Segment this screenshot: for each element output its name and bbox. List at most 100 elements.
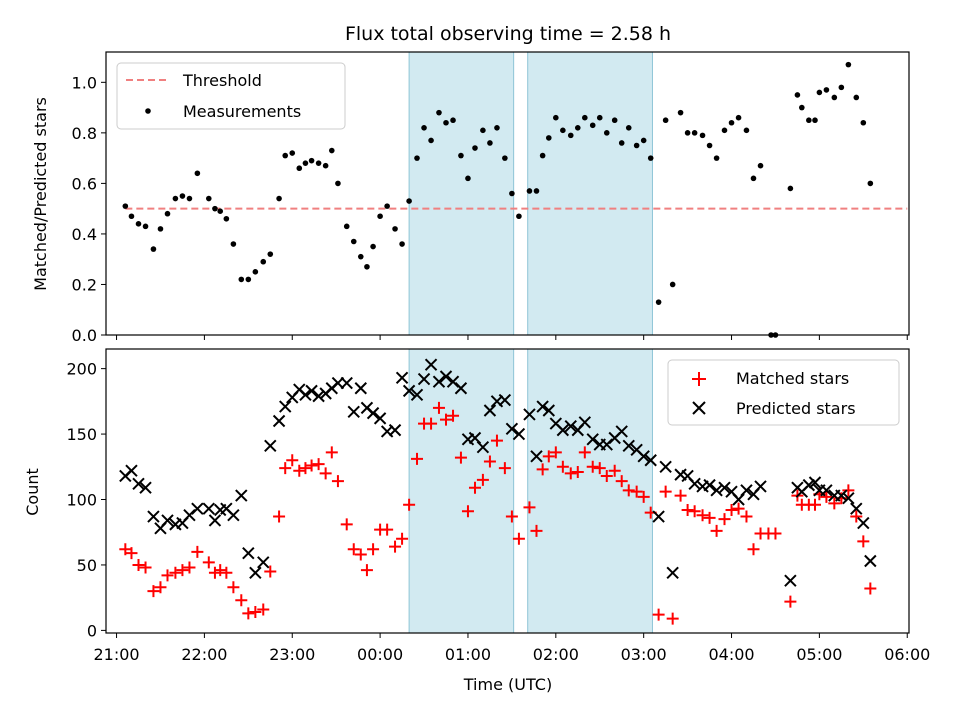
matched-point-38 — [389, 540, 402, 553]
measurement-point-18 — [252, 269, 259, 275]
measurement-point-48 — [465, 175, 471, 182]
matched-point-70 — [622, 484, 635, 497]
x-tick-label-9: 06:00 — [884, 645, 930, 664]
matched-point-24 — [293, 464, 306, 477]
matched-point-60 — [549, 446, 562, 459]
matched-point-97 — [820, 490, 833, 503]
predicted-point-30 — [331, 376, 345, 390]
measurement-point-24 — [296, 165, 303, 172]
predicted-point-61 — [556, 423, 570, 437]
predicted-point-3 — [139, 481, 152, 494]
x-tick-label-2: 23:00 — [269, 645, 315, 664]
measurement-point-35 — [370, 243, 376, 250]
matched-point-71 — [630, 485, 643, 498]
matched-point-76 — [666, 612, 679, 625]
matched-point-102 — [857, 535, 870, 548]
chart-title: Flux total observing time = 2.58 h — [345, 23, 671, 45]
measurement-point-52 — [494, 125, 500, 131]
predicted-point-17 — [242, 546, 255, 560]
matched-point-14 — [220, 566, 233, 579]
matched-point-57 — [530, 524, 543, 537]
measurement-point-39 — [399, 241, 405, 247]
top-y-tick-label-2: 0.4 — [72, 225, 97, 244]
measurement-point-99 — [838, 84, 845, 91]
matched-point-81 — [703, 511, 716, 524]
matched-point-68 — [608, 464, 621, 477]
matched-point-20 — [264, 565, 277, 578]
measurement-point-41 — [414, 155, 420, 161]
matched-point-3 — [139, 561, 152, 574]
measurement-point-44 — [436, 109, 442, 116]
measurement-point-76 — [669, 281, 676, 288]
predicted-point-18 — [249, 566, 262, 580]
measurement-point-77 — [677, 109, 684, 116]
matched-point-18 — [249, 606, 262, 619]
matched-point-10 — [191, 545, 204, 558]
measurement-point-45 — [443, 119, 449, 126]
matched-point-63 — [571, 466, 584, 479]
measurement-point-33 — [357, 253, 364, 260]
matched-point-103 — [864, 582, 877, 595]
matched-point-75 — [659, 485, 672, 498]
measurement-points — [122, 61, 874, 338]
measurement-point-5 — [157, 226, 164, 232]
matched-point-7 — [169, 566, 182, 579]
predicted-point-89 — [784, 574, 797, 587]
matched-point-44 — [432, 401, 445, 414]
x-tick-label-7: 04:00 — [708, 645, 754, 664]
measurement-point-51 — [487, 140, 493, 146]
matched-point-101 — [850, 510, 863, 523]
matched-point-65 — [586, 460, 599, 473]
matched-point-27 — [312, 458, 325, 471]
measurement-point-11 — [205, 195, 212, 202]
measurement-point-83 — [721, 127, 728, 134]
measurement-point-58 — [539, 152, 546, 159]
predicted-point-54 — [505, 422, 519, 436]
predicted-point-12 — [208, 514, 222, 527]
measurement-point-54 — [509, 190, 515, 197]
predicted-point-50 — [476, 440, 490, 454]
matched-point-74 — [652, 608, 665, 621]
measurement-point-6 — [164, 210, 171, 217]
measurement-point-103 — [867, 180, 874, 187]
predicted-point-98 — [842, 491, 855, 505]
predicted-point-95 — [820, 484, 833, 497]
predicted-point-11 — [202, 502, 215, 515]
measurement-point-37 — [384, 203, 390, 209]
x-axis-label: Time (UTC) — [463, 675, 552, 694]
matched-point-51 — [483, 455, 496, 468]
predicted-point-53 — [498, 393, 512, 407]
predicted-point-2 — [132, 477, 145, 491]
bottom-legend-box — [667, 359, 900, 426]
bottom-x-ticks: 21:00 22:00 23:00 00:00 01:00 02:00 03:00 04:00… — [93, 633, 930, 664]
matched-point-6 — [161, 569, 174, 582]
measurement-point-21 — [276, 195, 282, 202]
matched-point-77 — [674, 489, 687, 502]
predicted-points — [119, 358, 877, 587]
measurement-point-87 — [750, 175, 757, 182]
legend-measurements-swatch — [145, 108, 151, 114]
measurement-point-43 — [428, 137, 434, 144]
matched-point-46 — [447, 409, 460, 422]
predicted-point-99 — [850, 502, 863, 515]
matched-point-80 — [696, 509, 709, 522]
matched-point-15 — [227, 581, 240, 594]
measurement-point-57 — [533, 188, 540, 194]
measurement-point-88 — [757, 162, 764, 169]
matched-point-79 — [688, 505, 701, 518]
measurement-point-17 — [245, 276, 252, 283]
matched-point-98 — [828, 497, 841, 510]
bottom-y-tick-label-3: 150 — [66, 425, 97, 444]
measurement-point-10 — [194, 170, 201, 177]
matched-point-29 — [325, 446, 338, 459]
matched-point-59 — [542, 450, 555, 463]
measurement-point-78 — [684, 130, 691, 136]
top-y-tick-label-1: 0.2 — [72, 275, 97, 294]
matched-point-86 — [740, 510, 753, 523]
x-tick-label-6: 03:00 — [621, 645, 667, 664]
matched-point-34 — [360, 564, 373, 577]
predicted-point-40 — [402, 384, 416, 398]
matched-point-87 — [747, 543, 760, 556]
measurement-point-13 — [217, 208, 224, 214]
measurement-point-95 — [812, 117, 818, 124]
